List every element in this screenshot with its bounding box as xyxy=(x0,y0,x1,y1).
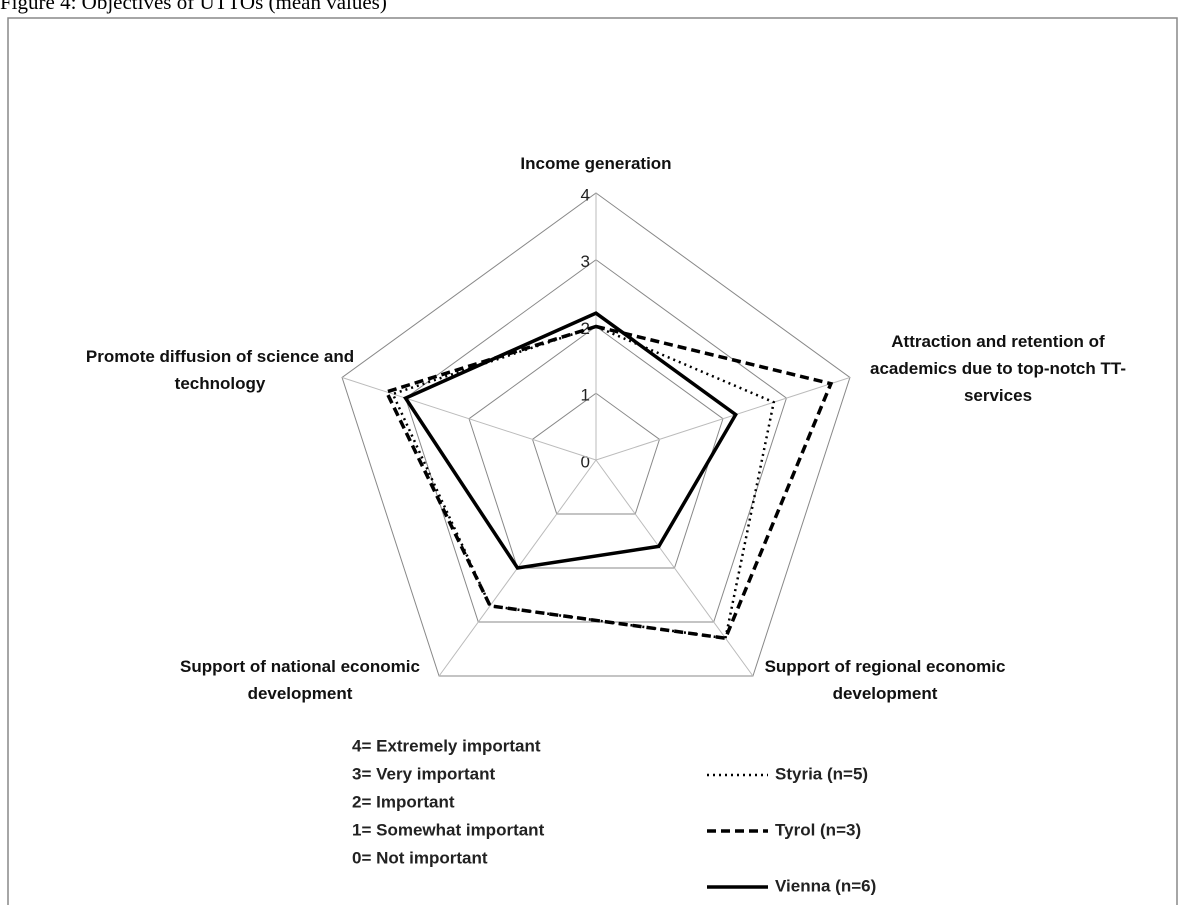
scale-legend-label: 2= Important xyxy=(352,792,455,811)
y-tick-label: 4 xyxy=(581,185,590,204)
axis-spoke xyxy=(341,377,597,461)
legend-label: Styria (n=5) xyxy=(775,764,868,783)
y-tick-label: 2 xyxy=(581,319,590,338)
legend-label: Tyrol (n=3) xyxy=(775,820,861,839)
y-tick-label: 3 xyxy=(581,252,590,271)
frame xyxy=(7,17,1178,905)
category-label: Support of regional economic development xyxy=(764,657,1006,703)
axis-spoke xyxy=(595,459,754,677)
series-line xyxy=(402,311,738,570)
axis-spoke xyxy=(595,377,851,461)
y-tick-label: 0 xyxy=(581,452,590,471)
grid-ring xyxy=(341,192,851,677)
category-label: Support of national economic development xyxy=(180,657,420,703)
grid-ring xyxy=(531,392,661,515)
scale-legend-label: 3= Very important xyxy=(352,764,495,783)
chart-title: Figure 4: Objectives of UTTOs (mean valu… xyxy=(0,0,387,14)
category-label: Promote diffusion of science and technol… xyxy=(85,347,355,393)
scale-legend-label: 1= Somewhat important xyxy=(352,820,545,839)
series-line xyxy=(384,324,834,641)
category-label: Income generation xyxy=(520,154,672,173)
grid-ring xyxy=(468,325,724,569)
scale-legend-label: 4= Extremely important xyxy=(352,736,541,755)
y-tick-label: 1 xyxy=(581,386,590,405)
legend-label: Vienna (n=6) xyxy=(775,876,876,895)
category-label: Attraction and retention of academics du… xyxy=(870,332,1126,405)
scale-legend-label: 0= Not important xyxy=(352,848,488,867)
